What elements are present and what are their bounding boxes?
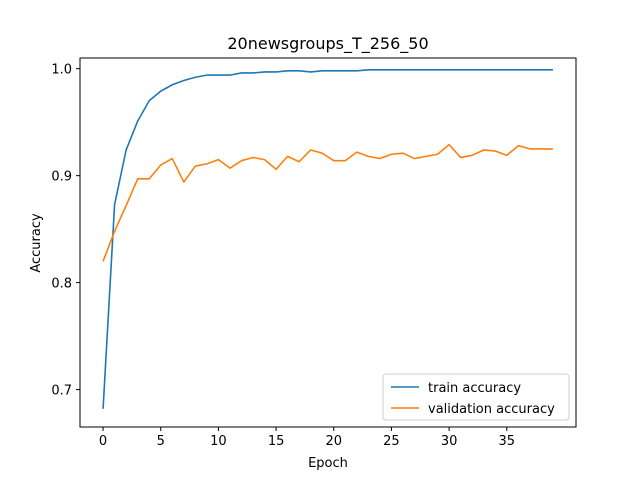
legend-box (382, 373, 570, 421)
x-axis-label: Epoch (308, 456, 348, 471)
x-tick-label: 15 (268, 434, 285, 449)
x-tick-label: 5 (157, 434, 165, 449)
legend: train accuracy validation accuracy (382, 373, 570, 421)
y-tick-label: 0.8 (51, 277, 72, 292)
x-axis-ticks: 0 5 10 15 20 25 30 35 (99, 427, 515, 449)
y-tick-label: 0.7 (51, 384, 72, 399)
plot-area (79, 57, 577, 428)
y-axis-ticks: 0.7 0.8 0.9 1.0 (51, 63, 80, 399)
legend-label: train accuracy (428, 381, 521, 396)
x-tick-label: 25 (383, 434, 400, 449)
series-line-train-accuracy (102, 68, 553, 409)
series-layer (102, 68, 553, 409)
chart-title: 20newsgroups_T_256_50 (227, 34, 428, 54)
plot-frame (79, 57, 577, 428)
x-tick-label: 20 (325, 434, 342, 449)
legend-label: validation accuracy (428, 402, 555, 417)
y-tick-label: 1.0 (51, 63, 72, 78)
x-tick-label: 10 (210, 434, 227, 449)
x-tick-label: 30 (441, 434, 458, 449)
x-tick-label: 35 (499, 434, 516, 449)
x-tick-label: 0 (99, 434, 107, 449)
y-tick-label: 0.9 (51, 170, 72, 185)
series-line-validation-accuracy (102, 143, 553, 262)
y-axis-label: Accuracy (29, 213, 44, 273)
